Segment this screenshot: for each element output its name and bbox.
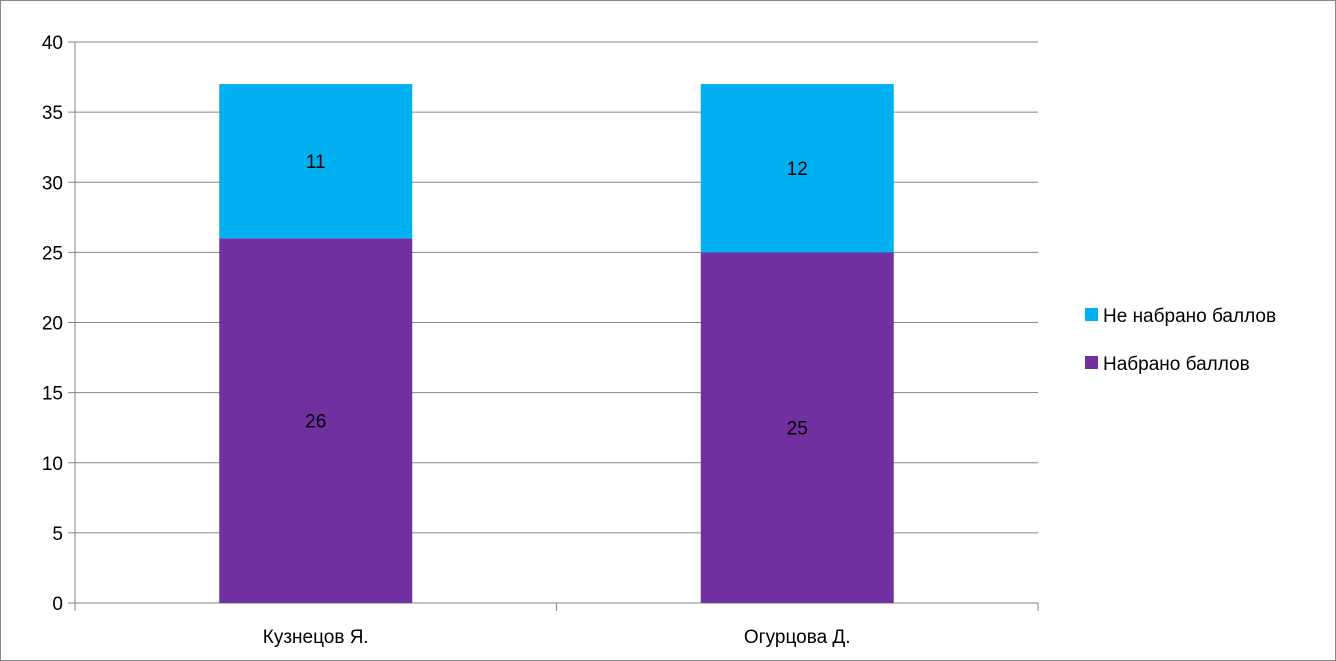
data-label-not-scored-0: 11	[306, 152, 326, 173]
bar-not-scored-0	[219, 84, 413, 239]
x-tick-label-0: Кузнецов Я.	[263, 627, 369, 648]
y-tick-label-30: 30	[42, 173, 63, 194]
data-label-not-scored-1: 12	[787, 159, 808, 180]
legend-label-0: Не набрано баллов	[1103, 306, 1276, 327]
bar-scored-0	[219, 238, 413, 603]
legend-swatch-1	[1085, 356, 1098, 369]
y-tick-label-15: 15	[42, 384, 63, 405]
bar-not-scored-1	[700, 84, 894, 253]
y-tick-label-5: 5	[52, 524, 63, 545]
legend-label-1: Набрано баллов	[1103, 354, 1250, 375]
data-label-scored-0: 26	[305, 412, 326, 433]
y-tick-label-0: 0	[52, 594, 63, 615]
legend-swatch-0	[1085, 308, 1098, 321]
bar-scored-1	[700, 252, 894, 603]
y-tick-label-10: 10	[42, 454, 63, 475]
data-label-scored-1: 25	[787, 419, 808, 440]
x-tick-label-1: Огурцова Д.	[744, 627, 851, 648]
y-tick-label-20: 20	[42, 314, 63, 335]
y-tick-label-25: 25	[42, 243, 63, 264]
y-tick-label-40: 40	[42, 33, 63, 54]
y-tick-label-35: 35	[42, 103, 63, 124]
